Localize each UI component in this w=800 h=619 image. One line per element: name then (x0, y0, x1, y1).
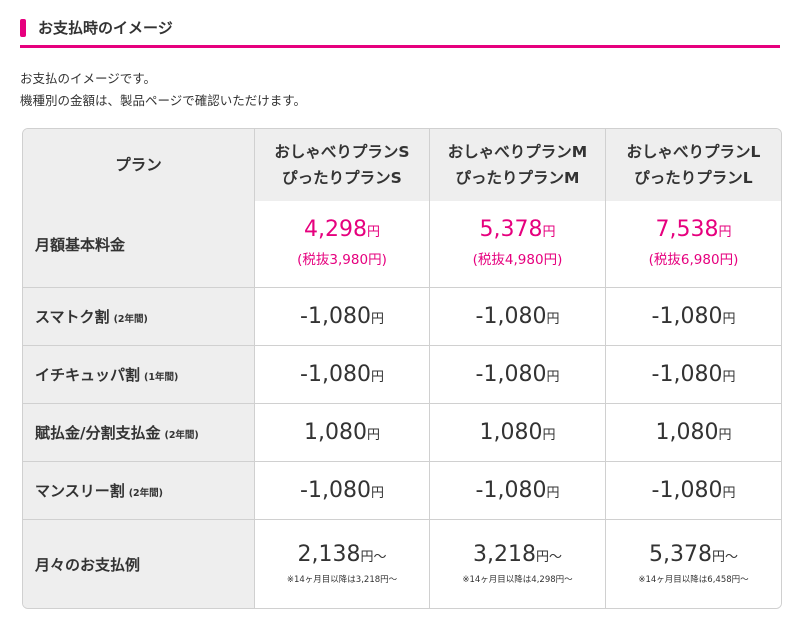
row-label: スマトク割 (2年間) (23, 288, 255, 346)
table-row-installment: 賦払金/分割支払金 (2年間) 1,080円 1,080円 1,080円 (23, 404, 781, 462)
table-row-monthly-discount: マンスリー割 (2年間) -1,080円 -1,080円 -1,080円 (23, 462, 781, 520)
base-fee-cell-l: 7,538円 (税抜6,980円) (606, 201, 781, 288)
base-fee-cell-s: 4,298円 (税抜3,980円) (255, 201, 430, 288)
row-label: 月々のお支払例 (23, 520, 255, 608)
table-row-monthly-total: 月々のお支払例 2,138円〜 ※14ヶ月目以降は3,218円〜 3,218円〜… (23, 520, 781, 608)
table-row-ichikyuppa-discount: イチキュッパ割 (1年間) -1,080円 -1,080円 -1,080円 (23, 346, 781, 404)
monthly-discount-cell-m: -1,080円 (430, 462, 606, 520)
smart-discount-cell-s: -1,080円 (255, 288, 430, 346)
table-row-smart-discount: スマトク割 (2年間) -1,080円 -1,080円 -1,080円 (23, 288, 781, 346)
plan-header-l: おしゃべりプランL ぴったりプランL (606, 129, 781, 201)
row-label: 賦払金/分割支払金 (2年間) (23, 404, 255, 462)
base-fee-cell-m: 5,378円 (税抜4,980円) (430, 201, 606, 288)
plan-header-corner: プラン (23, 129, 255, 201)
monthly-total-cell-m: 3,218円〜 ※14ヶ月目以降は4,298円〜 (430, 520, 606, 608)
monthly-total-cell-l: 5,378円〜 ※14ヶ月目以降は6,458円〜 (606, 520, 781, 608)
plan-header-s: おしゃべりプランS ぴったりプランS (255, 129, 430, 201)
intro-text: お支払のイメージです。 機種別の金額は、製品ページで確認いただけます。 (20, 68, 306, 112)
plan-header-row: プラン おしゃべりプランS ぴったりプランS おしゃべりプランM ぴったりプランM … (23, 129, 781, 201)
monthly-total-cell-s: 2,138円〜 ※14ヶ月目以降は3,218円〜 (255, 520, 430, 608)
intro-line-2: 機種別の金額は、製品ページで確認いただけます。 (20, 93, 307, 108)
monthly-discount-cell-s: -1,080円 (255, 462, 430, 520)
ichikyuppa-cell-m: -1,080円 (430, 346, 606, 404)
row-label: 月額基本料金 (23, 201, 255, 288)
row-label: イチキュッパ割 (1年間) (23, 346, 255, 404)
section-heading: お支払時のイメージ (20, 14, 780, 48)
installment-cell-l: 1,080円 (606, 404, 781, 462)
ichikyuppa-cell-s: -1,080円 (255, 346, 430, 404)
installment-cell-m: 1,080円 (430, 404, 606, 462)
monthly-discount-cell-l: -1,080円 (606, 462, 781, 520)
smart-discount-cell-m: -1,080円 (430, 288, 606, 346)
intro-line-1: お支払のイメージです。 (20, 71, 157, 86)
plan-header-m: おしゃべりプランM ぴったりプランM (430, 129, 606, 201)
row-label: マンスリー割 (2年間) (23, 462, 255, 520)
heading-accent-bar (20, 19, 26, 37)
smart-discount-cell-l: -1,080円 (606, 288, 781, 346)
payment-example-table: プラン おしゃべりプランS ぴったりプランS おしゃべりプランM ぴったりプランM … (22, 128, 782, 609)
table-row-base-fee: 月額基本料金 4,298円 (税抜3,980円) 5,378円 (税抜4,980… (23, 201, 781, 288)
ichikyuppa-cell-l: -1,080円 (606, 346, 781, 404)
section-title: お支払時のイメージ (38, 19, 173, 37)
installment-cell-s: 1,080円 (255, 404, 430, 462)
